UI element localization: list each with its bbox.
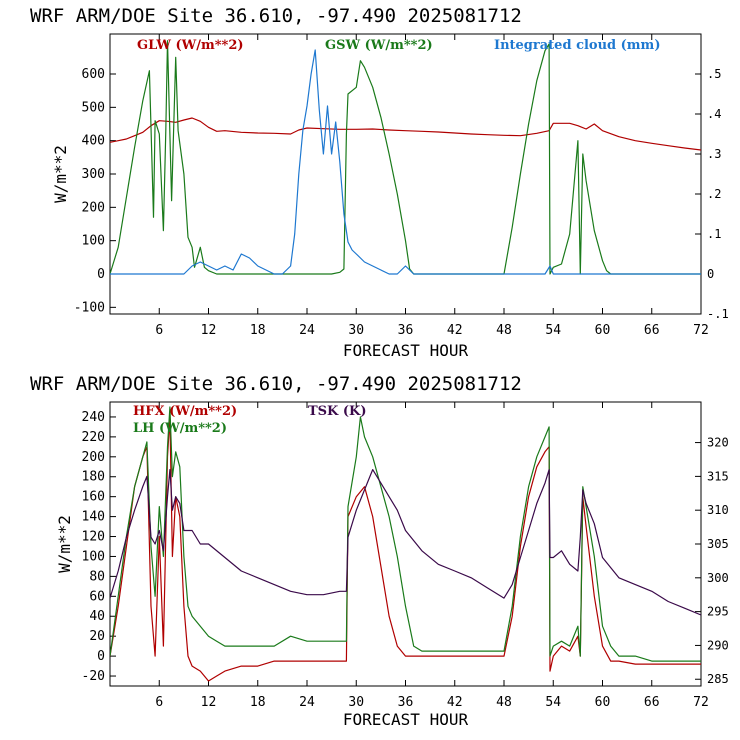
- y2-tick-label: .1: [707, 227, 721, 241]
- y2-tick-label: 290: [707, 638, 729, 652]
- x-axis-label: FORECAST HOUR: [343, 710, 469, 729]
- chart-panel-2: WRF ARM/DOE Site 36.610, -97.490 2025081…: [30, 373, 729, 729]
- series-line-1: [110, 117, 701, 151]
- legend-entry: TSK (K): [308, 404, 367, 419]
- y-axis-left: -100 0 100 200 300 400 500 600: [74, 67, 116, 315]
- chart-panel-1: WRF ARM/DOE Site 36.610, -97.490 2025081…: [30, 5, 729, 360]
- series-line-1: [110, 416, 701, 682]
- y2-tick-label: 320: [707, 436, 729, 450]
- y2-tick-label: -.1: [707, 307, 729, 321]
- x-tick-label: 60: [595, 695, 611, 710]
- x-tick-label: 30: [348, 695, 364, 710]
- x-axis: 6 12 18 24 30 36 42 48 54 60 66 72: [155, 402, 709, 710]
- x-tick-label: 18: [250, 695, 266, 710]
- y2-tick-label: .4: [707, 107, 721, 121]
- y-axis-label: W/m**2: [51, 145, 70, 203]
- y-tick-label: 200: [82, 450, 105, 465]
- x-tick-label: 66: [644, 323, 660, 338]
- y2-tick-label: .2: [707, 187, 721, 201]
- y2-tick-label: .3: [707, 147, 721, 161]
- legend-entry: HFX (W/m**2): [133, 404, 237, 419]
- series-group: [110, 406, 701, 682]
- y-tick-label: 220: [82, 430, 105, 445]
- y-tick-label: 40: [89, 609, 105, 624]
- y2-tick-label: 310: [707, 503, 729, 517]
- y2-tick-label: .5: [707, 67, 721, 81]
- x-tick-label: 6: [155, 323, 163, 338]
- x-tick-label: 24: [299, 323, 315, 338]
- y-tick-label: -100: [74, 300, 105, 315]
- legend-entry: GLW (W/m**2): [137, 38, 244, 53]
- y-tick-label: 600: [82, 67, 105, 82]
- y-tick-label: 0: [97, 649, 105, 664]
- x-tick-label: 12: [201, 323, 217, 338]
- series-line-3: [110, 469, 701, 616]
- y-tick-label: 120: [82, 530, 105, 545]
- x-tick-label: 12: [201, 695, 217, 710]
- chart-title: WRF ARM/DOE Site 36.610, -97.490 2025081…: [30, 373, 522, 395]
- y-axis-right: 285 290 295 300 305 310 315 320: [695, 436, 729, 686]
- legend-entry: Integrated cloud (mm): [494, 38, 660, 53]
- y2-tick-label: 315: [707, 469, 729, 483]
- y-tick-label: 20: [89, 629, 105, 644]
- legend-entry: GSW (W/m**2): [325, 38, 433, 53]
- y-tick-label: 240: [82, 410, 105, 425]
- y-tick-label: 300: [82, 167, 105, 182]
- x-tick-label: 66: [644, 695, 660, 710]
- legend-entry: LH (W/m**2): [133, 421, 227, 436]
- x-tick-label: 60: [595, 323, 611, 338]
- y-tick-label: 100: [82, 234, 105, 249]
- x-tick-label: 72: [693, 695, 709, 710]
- y2-tick-label: 285: [707, 672, 729, 686]
- chart-title: WRF ARM/DOE Site 36.610, -97.490 2025081…: [30, 5, 522, 27]
- x-tick-label: 54: [545, 323, 561, 338]
- y2-tick-label: 0: [707, 267, 714, 281]
- y-tick-label: 100: [82, 549, 105, 564]
- y-tick-label: 200: [82, 200, 105, 215]
- plot-frame: [109, 33, 702, 315]
- x-tick-label: 48: [496, 323, 512, 338]
- x-tick-label: 30: [348, 323, 364, 338]
- series-line-2: [110, 40, 701, 275]
- x-tick-label: 36: [398, 695, 414, 710]
- y-tick-label: 80: [89, 569, 105, 584]
- y-tick-label: 160: [82, 490, 105, 505]
- y2-tick-label: 305: [707, 537, 729, 551]
- y-tick-label: 180: [82, 470, 105, 485]
- y-tick-label: -20: [82, 669, 105, 684]
- y-tick-label: 500: [82, 100, 105, 115]
- y-tick-label: 140: [82, 510, 105, 525]
- plot-frame: [109, 401, 702, 687]
- x-tick-label: 54: [545, 695, 561, 710]
- series-group: [110, 40, 701, 275]
- x-tick-label: 18: [250, 323, 266, 338]
- y-axis-left: -20 0 20 40 60 80 100 120 140 160 180 200 220 240: [82, 410, 116, 684]
- x-axis-label: FORECAST HOUR: [343, 341, 469, 360]
- x-tick-label: 36: [398, 323, 414, 338]
- x-tick-label: 72: [693, 323, 709, 338]
- y2-tick-label: 295: [707, 605, 729, 619]
- y-tick-label: 400: [82, 134, 105, 149]
- y2-tick-label: 300: [707, 571, 729, 585]
- x-tick-label: 42: [447, 695, 463, 710]
- x-tick-label: 6: [155, 695, 163, 710]
- y-axis-right: -.1 0 .1 .2 .3 .4 .5: [695, 67, 729, 321]
- x-tick-label: 48: [496, 695, 512, 710]
- x-tick-label: 42: [447, 323, 463, 338]
- x-axis: 6 12 18 24 30 36 42 48 54 60 66 72: [155, 34, 709, 338]
- y-tick-label: 0: [97, 267, 105, 282]
- series-line-3: [110, 49, 701, 275]
- y-axis-label: W/m**2: [55, 515, 74, 573]
- x-tick-label: 24: [299, 695, 315, 710]
- series-line-2: [110, 406, 701, 662]
- y-tick-label: 60: [89, 589, 105, 604]
